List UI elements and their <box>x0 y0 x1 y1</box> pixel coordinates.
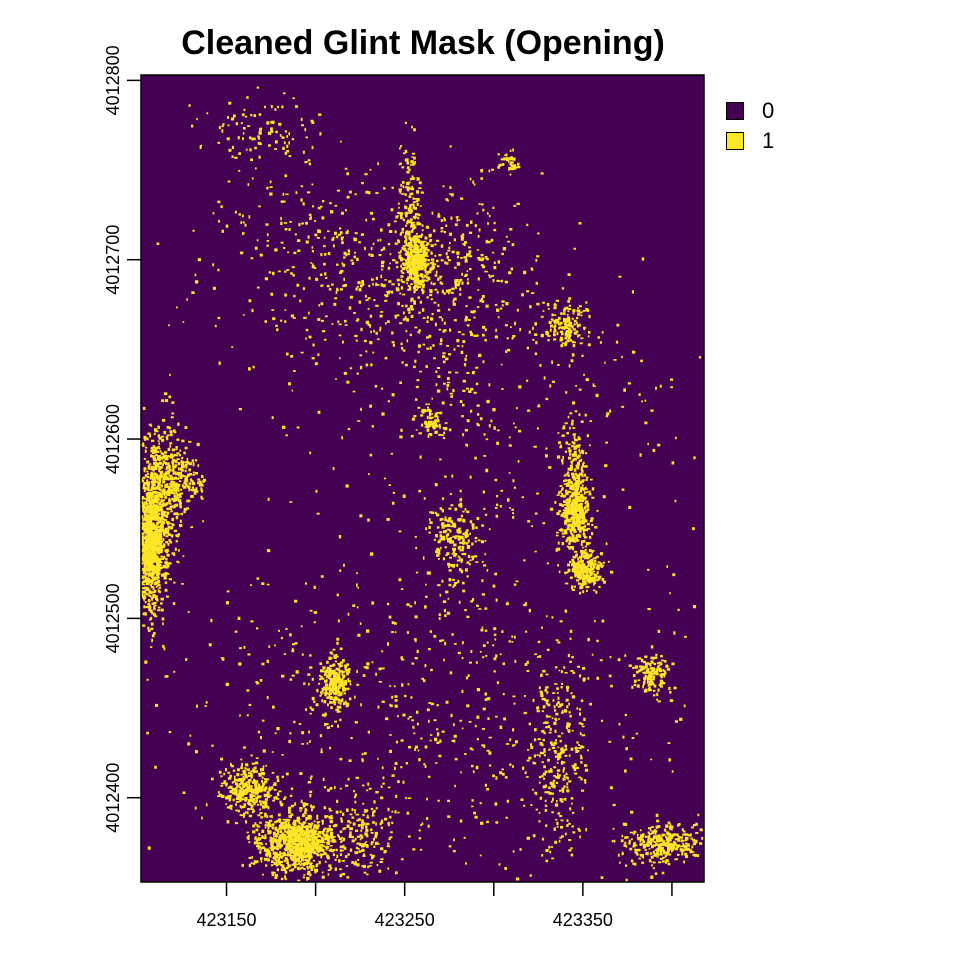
axes-layer <box>141 75 704 882</box>
legend-item-1: 1 <box>726 128 774 154</box>
legend-label-1: 1 <box>762 128 775 153</box>
x-tick-label: 423150 <box>196 910 256 930</box>
y-tick-label: 4012600 <box>103 404 123 474</box>
glint-pixels <box>323 784 394 879</box>
glint-pixels <box>141 373 200 609</box>
y-tick-label: 4012500 <box>103 583 123 653</box>
glint-cluster-3 <box>141 373 200 609</box>
glint-pixels <box>395 220 442 303</box>
glint-cluster-10 <box>211 746 292 834</box>
glint-pixels <box>211 746 292 834</box>
glint-cluster-4 <box>156 440 207 523</box>
glint-pixels <box>529 299 591 357</box>
y-tick-label: 4012800 <box>103 45 123 115</box>
x-tick-label: 423250 <box>375 910 435 930</box>
glint-pixels <box>413 403 448 439</box>
ticks-layer: 423150 423250 423350 4012400 4012500 4012600 4… <box>103 45 673 930</box>
y-tick-label: 4012700 <box>103 225 123 295</box>
glint-cluster-15 <box>611 813 704 879</box>
glint-pixels <box>497 148 521 176</box>
legend-swatch-0 <box>726 102 744 120</box>
y-tick-label: 4012400 <box>103 763 123 833</box>
glint-pixels <box>241 794 350 881</box>
glint-cluster-9 <box>241 794 350 881</box>
glint-cluster-11 <box>323 784 394 879</box>
raster-layer <box>141 86 704 883</box>
glint-cluster-16 <box>515 609 592 881</box>
x-tick-label: 423350 <box>553 910 613 930</box>
glint-cluster-7 <box>560 415 588 531</box>
chart-title: Cleaned Glint Mask (Opening) <box>181 24 665 62</box>
glint-cluster-12 <box>425 444 504 617</box>
legend-label-0: 0 <box>762 98 775 123</box>
legend-item-0: 0 <box>726 98 774 124</box>
glint-pixels <box>557 535 614 595</box>
legend-swatch-1 <box>726 132 744 150</box>
raster-background <box>141 75 704 882</box>
glint-pixels <box>611 813 704 879</box>
glint-cluster-13 <box>413 403 448 439</box>
panel-frame <box>140 74 705 883</box>
glint-cluster-6 <box>557 535 614 595</box>
glint-cluster-0 <box>395 220 442 303</box>
glint-pixels <box>156 440 207 523</box>
glint-cluster-19 <box>529 299 591 357</box>
glint-cluster-8 <box>309 637 358 726</box>
glint-cluster-20 <box>497 148 521 176</box>
glint-pixels <box>560 415 588 531</box>
glint-pixels <box>309 637 358 726</box>
glint-pixels <box>425 444 504 617</box>
glint-pixels <box>515 609 592 881</box>
